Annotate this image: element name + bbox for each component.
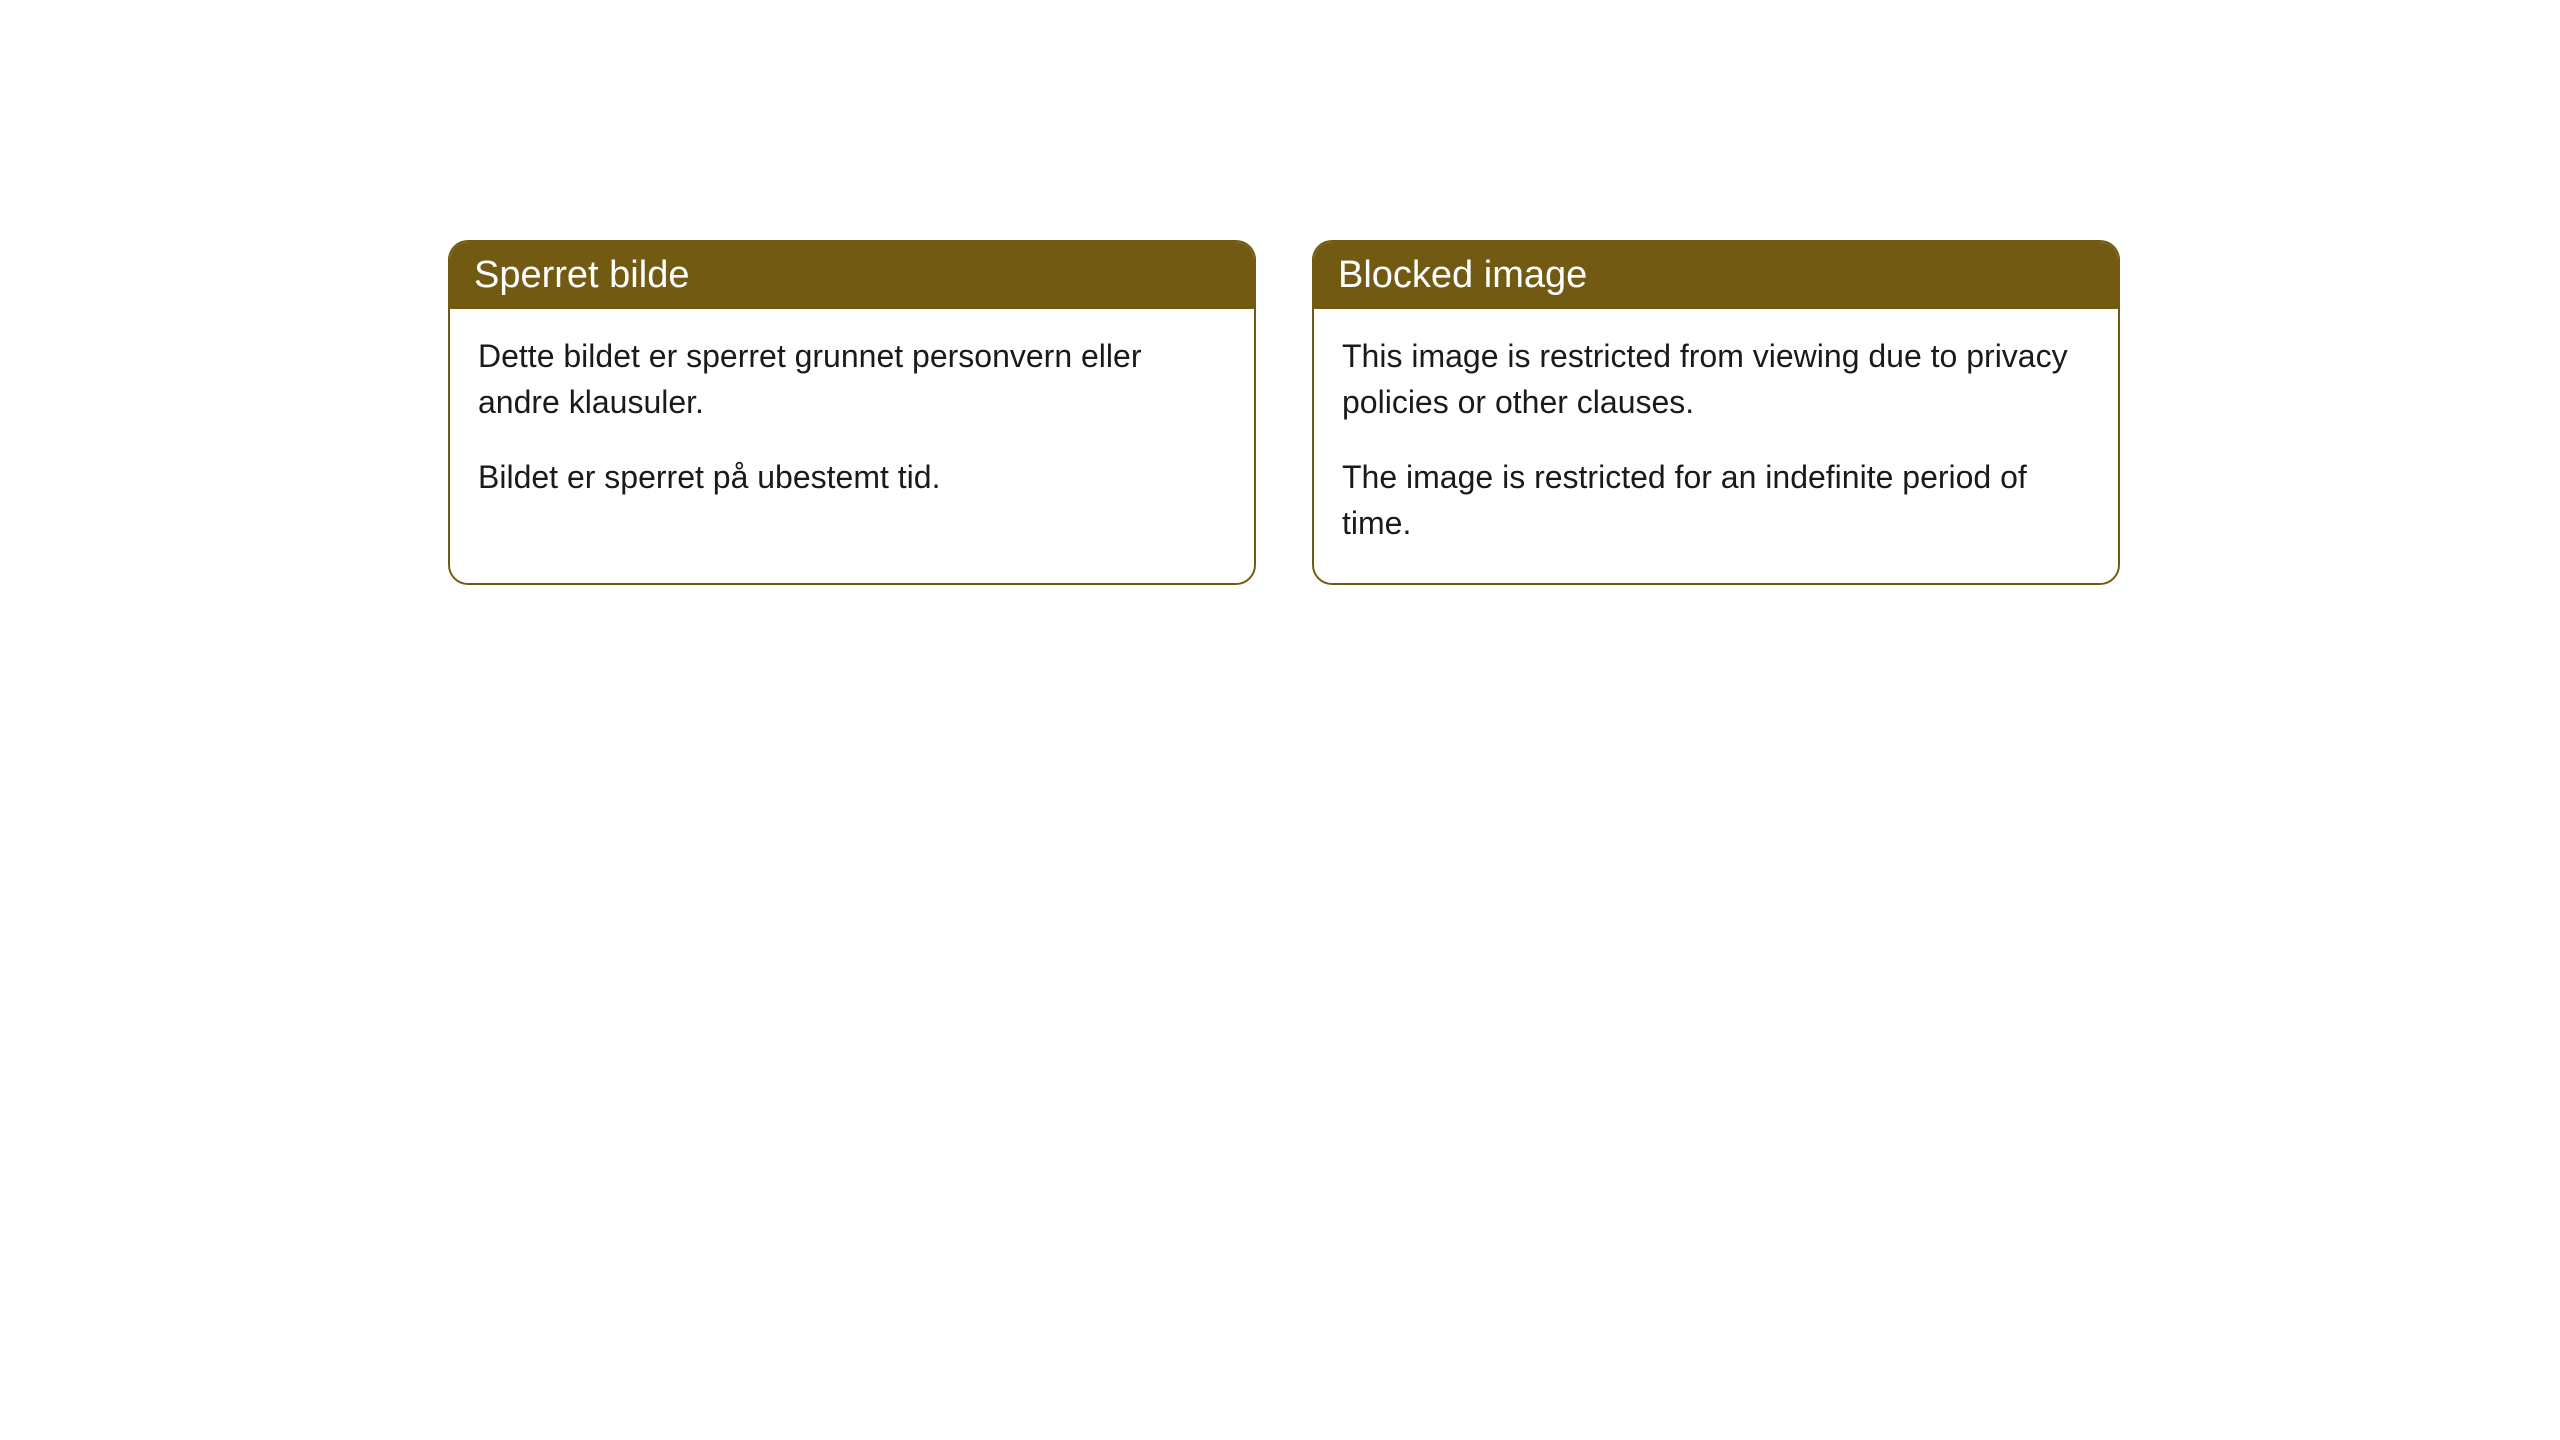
notice-paragraph: Dette bildet er sperret grunnet personve… [478,333,1226,426]
notice-paragraph: This image is restricted from viewing du… [1342,333,2090,426]
notice-card-norwegian: Sperret bilde Dette bildet er sperret gr… [448,240,1256,585]
notice-body-norwegian: Dette bildet er sperret grunnet personve… [450,309,1254,536]
notice-header-english: Blocked image [1314,242,2118,309]
notice-header-norwegian: Sperret bilde [450,242,1254,309]
notice-card-english: Blocked image This image is restricted f… [1312,240,2120,585]
notice-container: Sperret bilde Dette bildet er sperret gr… [0,0,2560,585]
notice-paragraph: The image is restricted for an indefinit… [1342,454,2090,547]
notice-paragraph: Bildet er sperret på ubestemt tid. [478,454,1226,500]
notice-body-english: This image is restricted from viewing du… [1314,309,2118,583]
